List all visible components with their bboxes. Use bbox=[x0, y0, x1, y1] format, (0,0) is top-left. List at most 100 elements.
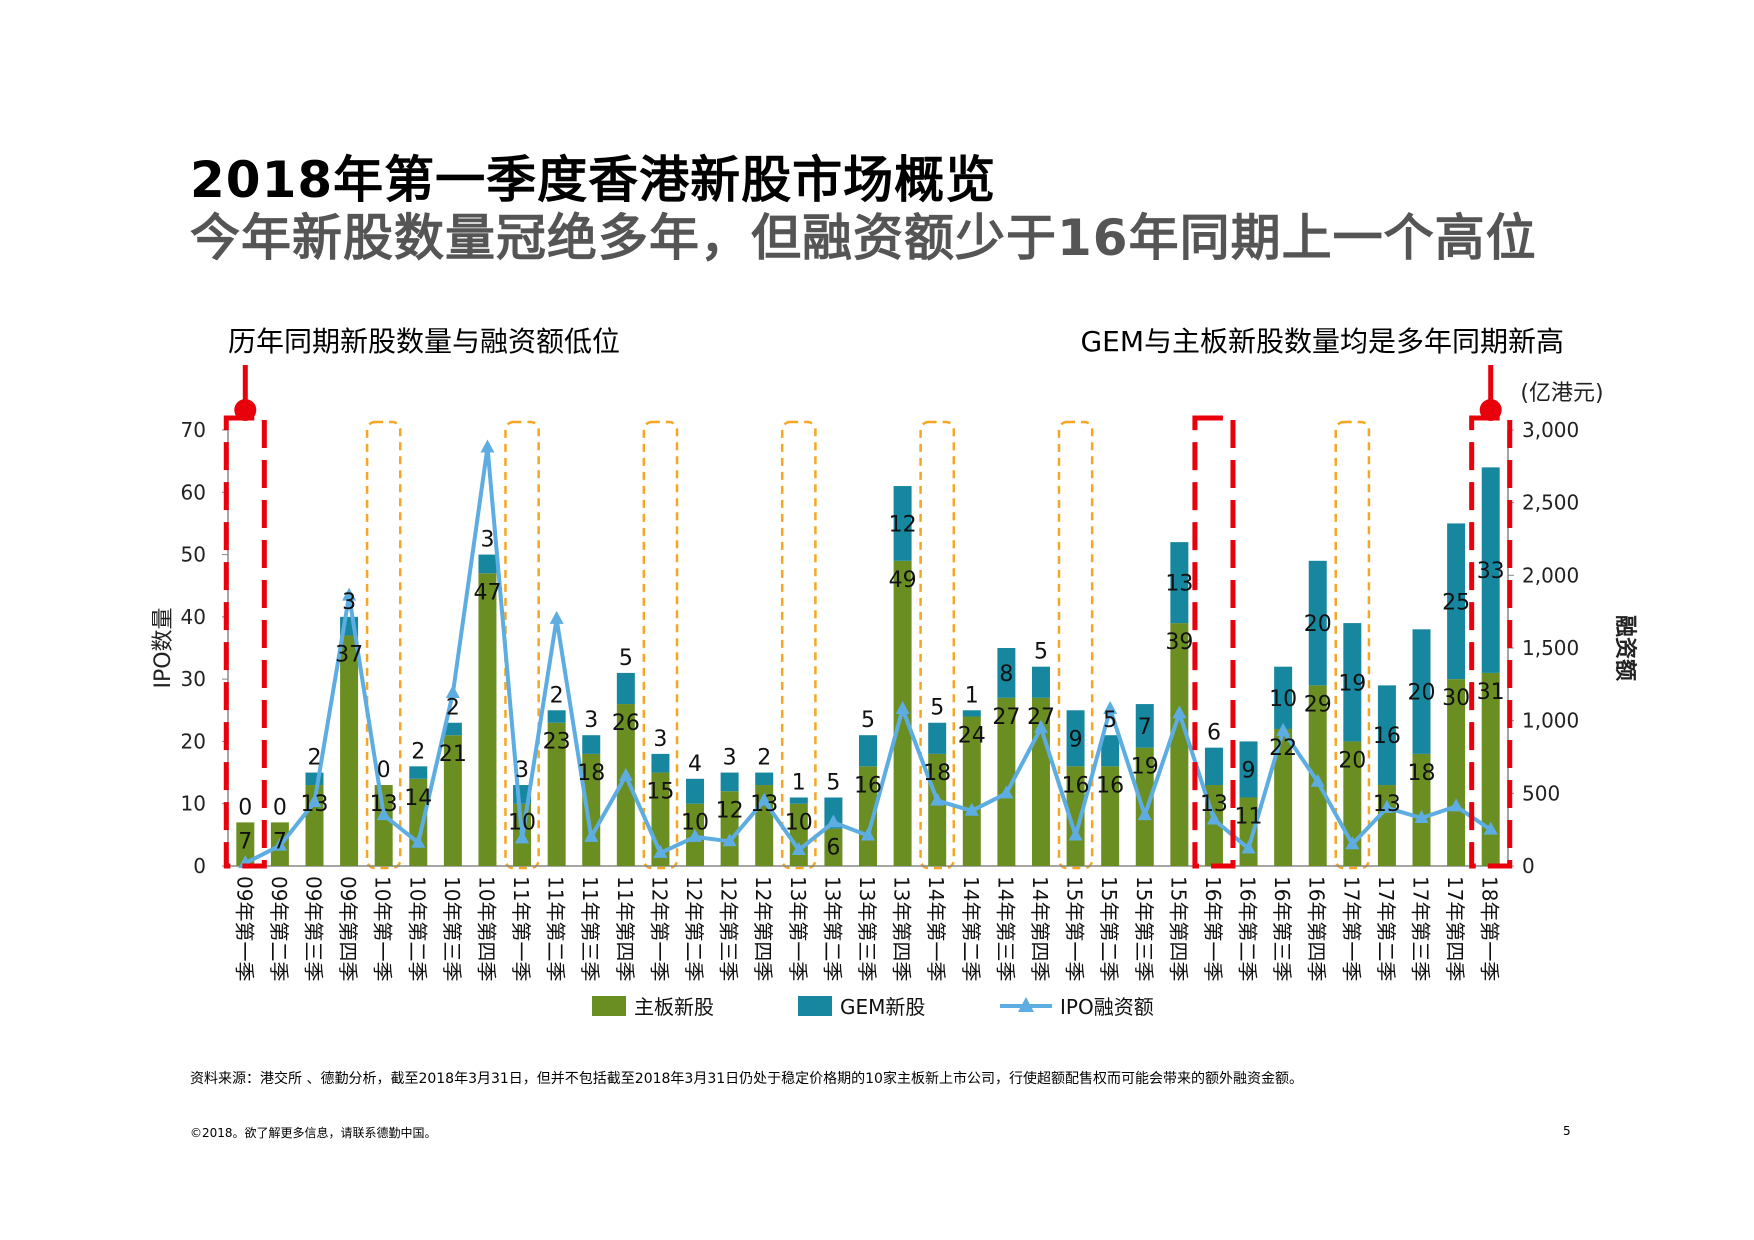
ipo-chart: 01020304050607005001,0001,5002,0002,5003… bbox=[151, 365, 1637, 1019]
line-point-ipo-amount bbox=[1310, 773, 1325, 787]
x-tick-label: 16年第二季 bbox=[1236, 876, 1260, 981]
data-label-gem: 5 bbox=[1103, 708, 1117, 733]
highlight-box-orange bbox=[919, 420, 956, 870]
data-label-gem: 2 bbox=[446, 696, 460, 721]
data-label-main: 29 bbox=[1304, 692, 1332, 717]
x-tick-label: 14年第四季 bbox=[1028, 876, 1052, 981]
data-label-main: 13 bbox=[370, 792, 398, 817]
data-label-main: 14 bbox=[404, 786, 432, 811]
data-label-main: 16 bbox=[1062, 773, 1090, 798]
line-point-ipo-amount bbox=[1414, 810, 1429, 824]
data-label-main: 13 bbox=[1373, 792, 1401, 817]
x-tick-label: 17年第三季 bbox=[1409, 876, 1433, 981]
data-label-main: 7 bbox=[238, 829, 252, 854]
x-tick-label: 09年第一季 bbox=[232, 876, 256, 981]
x-tick-label: 15年第二季 bbox=[1097, 876, 1121, 981]
bar-gem bbox=[582, 735, 601, 754]
legend-swatch-gem bbox=[798, 996, 832, 1016]
x-tick-label: 14年第一季 bbox=[924, 876, 948, 981]
y-tick-label-right: 500 bbox=[1522, 781, 1560, 805]
bar-main bbox=[1377, 785, 1396, 866]
copyright: ©2018。欲了解更多信息，请联系德勤中国。 bbox=[190, 1126, 437, 1140]
x-tick-label: 15年第三季 bbox=[1132, 876, 1156, 981]
highlight-box-orange bbox=[365, 420, 402, 870]
data-label-gem: 0 bbox=[377, 758, 391, 783]
bar-gem bbox=[1066, 710, 1085, 767]
data-label-gem: 4 bbox=[688, 752, 702, 777]
legend-label-gem: GEM新股 bbox=[840, 995, 925, 1019]
y-tick-label-right: 2,500 bbox=[1522, 491, 1579, 515]
data-label-main: 27 bbox=[992, 705, 1020, 730]
bar-main bbox=[859, 766, 877, 866]
bar-gem bbox=[1170, 542, 1189, 624]
highlight-box-orange bbox=[1057, 420, 1094, 870]
bar-gem bbox=[859, 735, 877, 767]
bar-main bbox=[1481, 672, 1500, 866]
data-label-main: 39 bbox=[1165, 630, 1193, 655]
x-tick-label: 16年第三季 bbox=[1270, 876, 1294, 981]
line-point-ipo-amount bbox=[688, 828, 703, 842]
highlight-box-orange bbox=[1334, 420, 1371, 870]
x-tick-label: 10年第二季 bbox=[405, 876, 429, 981]
line-point-ipo-amount bbox=[1103, 701, 1118, 715]
line-point-ipo-amount bbox=[722, 833, 737, 847]
data-label-gem: 5 bbox=[1034, 640, 1048, 665]
x-tick-label: 14年第二季 bbox=[959, 876, 983, 981]
line-point-ipo-amount bbox=[895, 701, 910, 715]
data-label-main: 47 bbox=[473, 580, 501, 605]
line-point-ipo-amount bbox=[999, 785, 1014, 799]
y-tick-label-right: 2,000 bbox=[1522, 563, 1579, 587]
x-tick-label: 17年第四季 bbox=[1443, 876, 1467, 981]
line-point-ipo-amount bbox=[1276, 722, 1291, 736]
y-tick-label-left: 30 bbox=[181, 667, 206, 691]
data-label-gem: 3 bbox=[515, 758, 529, 783]
data-label-gem: 25 bbox=[1442, 590, 1470, 615]
data-label-main: 24 bbox=[958, 724, 986, 749]
line-point-ipo-amount bbox=[411, 834, 426, 848]
line-point-ipo-amount bbox=[1483, 821, 1498, 835]
x-tick-label: 18年第一季 bbox=[1478, 876, 1502, 981]
x-tick-label: 12年第三季 bbox=[717, 876, 741, 981]
bar-gem bbox=[1447, 523, 1466, 680]
data-label-main: 30 bbox=[1442, 686, 1470, 711]
data-label-main: 16 bbox=[854, 773, 882, 798]
data-label-gem: 2 bbox=[307, 746, 321, 771]
bar-gem bbox=[893, 486, 912, 561]
bar-main bbox=[1447, 679, 1466, 866]
data-label-main: 13 bbox=[300, 792, 328, 817]
data-label-gem: 3 bbox=[723, 746, 737, 771]
annotation-right: GEM与主板新股数量均是多年同期新高 bbox=[1080, 325, 1564, 358]
bar-gem bbox=[1101, 735, 1120, 767]
data-label-gem: 20 bbox=[1304, 612, 1332, 637]
data-label-gem: 3 bbox=[584, 708, 598, 733]
x-tick-label: 09年第二季 bbox=[267, 876, 291, 981]
highlight-box-red bbox=[1192, 415, 1236, 869]
data-label-main: 19 bbox=[1131, 755, 1159, 780]
bar-main bbox=[962, 716, 981, 866]
pin-marker-right bbox=[1479, 399, 1502, 421]
legend-label-main: 主板新股 bbox=[634, 995, 714, 1019]
bar-main bbox=[1135, 747, 1154, 866]
data-label-gem: 1 bbox=[792, 770, 806, 795]
data-label-gem: 5 bbox=[930, 696, 944, 721]
annotation-left: 历年同期新股数量与融资额低位 bbox=[228, 325, 621, 358]
x-tick-label: 11年第四季 bbox=[613, 876, 637, 981]
x-tick-label: 13年第三季 bbox=[855, 876, 879, 981]
data-label-main: 23 bbox=[543, 730, 571, 755]
data-label-gem: 1 bbox=[965, 683, 979, 708]
bar-gem bbox=[1377, 685, 1396, 786]
bar-main bbox=[1274, 728, 1293, 866]
data-label-gem: 3 bbox=[480, 528, 494, 553]
data-label-main: 13 bbox=[1200, 792, 1228, 817]
x-tick-label: 09年第三季 bbox=[301, 876, 325, 981]
data-label-main: 18 bbox=[923, 761, 951, 786]
line-point-ipo-amount bbox=[342, 587, 357, 601]
data-label-gem: 33 bbox=[1477, 559, 1505, 584]
data-label-main: 16 bbox=[1096, 773, 1124, 798]
bar-gem bbox=[1239, 741, 1258, 798]
bar-gem bbox=[1412, 629, 1431, 754]
x-tick-label: 11年第三季 bbox=[578, 876, 602, 981]
x-tick-label: 12年第四季 bbox=[751, 876, 775, 981]
x-tick-label: 11年第二季 bbox=[544, 876, 568, 981]
line-point-ipo-amount bbox=[307, 794, 322, 808]
